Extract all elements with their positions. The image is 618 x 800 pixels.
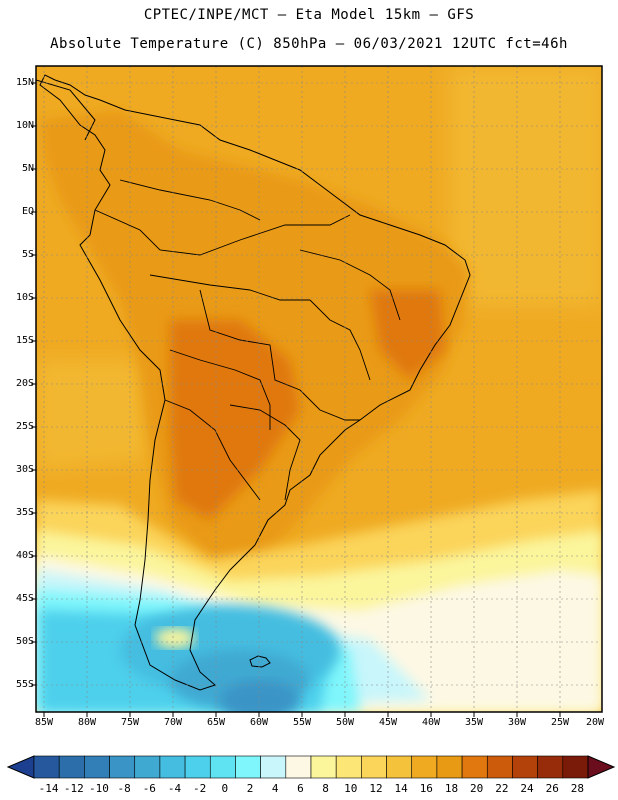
colorbar-tick-label: 2: [246, 782, 254, 795]
lat-label: 30S: [15, 464, 34, 475]
colorbar-swatch: [58, 755, 85, 779]
colorbar-swatch: [512, 755, 538, 779]
colorbar-tick-label: 20: [470, 782, 484, 795]
colorbar-swatch: [33, 755, 60, 779]
colorbar-swatch: [159, 755, 186, 779]
colorbar-swatch: [436, 755, 463, 779]
colorbar-swatch: [84, 755, 110, 779]
colorbar-tick-label: -14: [38, 782, 59, 795]
lon-label: 30W: [507, 717, 527, 728]
colorbar-swatch: [361, 755, 387, 779]
lat-label: EQ: [21, 206, 34, 217]
lat-label: 50S: [15, 636, 34, 647]
colorbar-tick-label: 8: [322, 782, 329, 795]
map-frame: [35, 65, 603, 713]
colorbar-tick-label: -12: [63, 782, 84, 795]
lat-label: 55S: [15, 679, 34, 690]
temperature-field: [36, 66, 602, 712]
colorbar-tick-label: -8: [117, 782, 131, 795]
colorbar-tick-label: -10: [89, 782, 109, 795]
colorbar-swatch: [209, 755, 236, 779]
colorbar-swatch: [285, 755, 312, 779]
colorbar-tick-label: 14: [394, 782, 408, 795]
colorbar-swatch: [562, 755, 589, 779]
lon-label: 70W: [163, 717, 183, 728]
colorbar-tick-label: 18: [444, 782, 459, 795]
lat-label: 5N: [21, 163, 34, 174]
colorbar-swatch: [310, 755, 337, 779]
lon-label: 85W: [34, 717, 54, 728]
colorbar-tick-label: 28: [570, 782, 585, 795]
colorbar-tick-label: 16: [419, 782, 433, 795]
lat-label: 5S: [21, 249, 34, 260]
lon-label: 20W: [585, 717, 605, 728]
colorbar-tick-label: 12: [369, 782, 383, 795]
central-america-outline: [36, 79, 96, 141]
lon-label: 55W: [292, 717, 312, 728]
colorbar-tick-label: 4: [271, 782, 279, 795]
lat-label: 10N: [15, 120, 34, 131]
colorbar-swatch: [184, 755, 211, 779]
lon-label: 60W: [249, 717, 269, 728]
colorbar-tick-label: -4: [167, 782, 182, 795]
lat-lon-grid: [36, 66, 602, 712]
country-borders: [94, 179, 401, 501]
map-title: CPTEC/INPE/MCT – Eta Model 15km – GFS: [143, 7, 475, 23]
lon-label: 65W: [206, 717, 226, 728]
colorbar-left-arrow: [6, 755, 35, 779]
colorbar-tick-label: -2: [193, 782, 207, 795]
lat-label: 15S: [15, 335, 34, 346]
colorbar-right-arrow: [587, 755, 616, 779]
colorbar-swatch: [537, 755, 564, 779]
colorbar-tick-label: 10: [344, 782, 358, 795]
lon-label: 45W: [378, 717, 398, 728]
colorbar-tick-label: -6: [142, 782, 156, 795]
lon-label: 35W: [464, 717, 484, 728]
lat-label: 10S: [15, 292, 34, 303]
colorbar-swatch: [109, 755, 136, 779]
lat-label: 35S: [15, 507, 34, 518]
colorbar-swatch: [411, 755, 438, 779]
colorbar-tick-label: 0: [221, 782, 229, 795]
lat-label: 25S: [15, 421, 34, 432]
map-subtitle: Absolute Temperature (C) 850hPa – 06/03/…: [50, 36, 568, 52]
colorbar-tick-label: 6: [297, 782, 304, 795]
falkland-islands: [249, 655, 271, 668]
lon-label: 40W: [421, 717, 441, 728]
colorbar-swatch: [260, 755, 287, 779]
colorbar-swatch: [386, 755, 413, 779]
colorbar-swatch: [461, 755, 488, 779]
colorbar-tick-label: 24: [520, 782, 534, 795]
colorbar-swatch: [134, 755, 161, 779]
lon-label: 80W: [77, 717, 97, 728]
lat-label: 20S: [15, 378, 34, 389]
colorbar: [6, 755, 616, 779]
colorbar-swatch: [335, 755, 362, 779]
colorbar-swatch: [235, 755, 261, 779]
lat-label: 15N: [15, 77, 34, 88]
lat-label: 45S: [15, 593, 34, 604]
lat-label: 40S: [15, 550, 34, 561]
lon-label: 50W: [335, 717, 355, 728]
lon-label: 25W: [550, 717, 570, 728]
colorbar-swatch: [486, 755, 513, 779]
axis-ticks: [31, 82, 561, 717]
colorbar-tick-label: 26: [545, 782, 559, 795]
lon-label: 75W: [120, 717, 140, 728]
colorbar-tick-label: 22: [495, 782, 509, 795]
south-america-coastline: [39, 74, 471, 691]
